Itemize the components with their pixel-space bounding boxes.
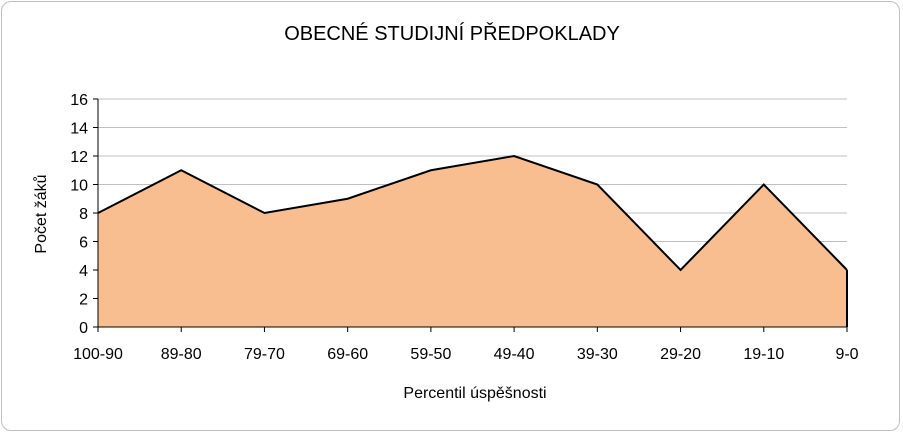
area-outline	[97, 154, 848, 272]
y-tick-label: 6	[79, 235, 88, 252]
y-tick-label: 8	[79, 206, 88, 223]
x-axis-label: Percentil úspěšnosti	[403, 385, 546, 402]
y-tick-label: 2	[79, 292, 88, 309]
x-tick-label: 89-80	[161, 346, 202, 363]
y-tick-label: 16	[70, 92, 88, 109]
y-tick-label: 12	[70, 149, 88, 166]
x-tick-label: 9-0	[835, 346, 858, 363]
area-series	[97, 154, 848, 327]
y-tick-label: 10	[70, 178, 88, 195]
y-axis-label: Počet žáků	[32, 174, 50, 253]
x-tick-label: 39-30	[577, 346, 618, 363]
y-tick-label: 0	[79, 320, 88, 337]
x-tick-label: 59-50	[410, 346, 451, 363]
y-tick-label: 4	[79, 263, 88, 280]
y-axis-ticks: 0 2 4 6 8 10 12 14 16	[70, 92, 98, 337]
x-tick-label: 49-40	[494, 346, 535, 363]
x-tick-label: 100-90	[73, 346, 123, 363]
x-tick-label: 19-10	[743, 346, 784, 363]
y-tick-label: 14	[70, 121, 88, 138]
area-fill	[98, 156, 847, 327]
x-tick-label: 69-60	[327, 346, 368, 363]
x-tick-label: 79-70	[244, 346, 285, 363]
x-tick-label: 29-20	[660, 346, 701, 363]
x-axis-ticks: 100-90 89-80 79-70 69-60 59-50 49-40 39-30 29-2…	[73, 327, 859, 363]
chart-title: OBECNÉ STUDIJNÍ PŘEDPOKLADY	[284, 22, 620, 45]
